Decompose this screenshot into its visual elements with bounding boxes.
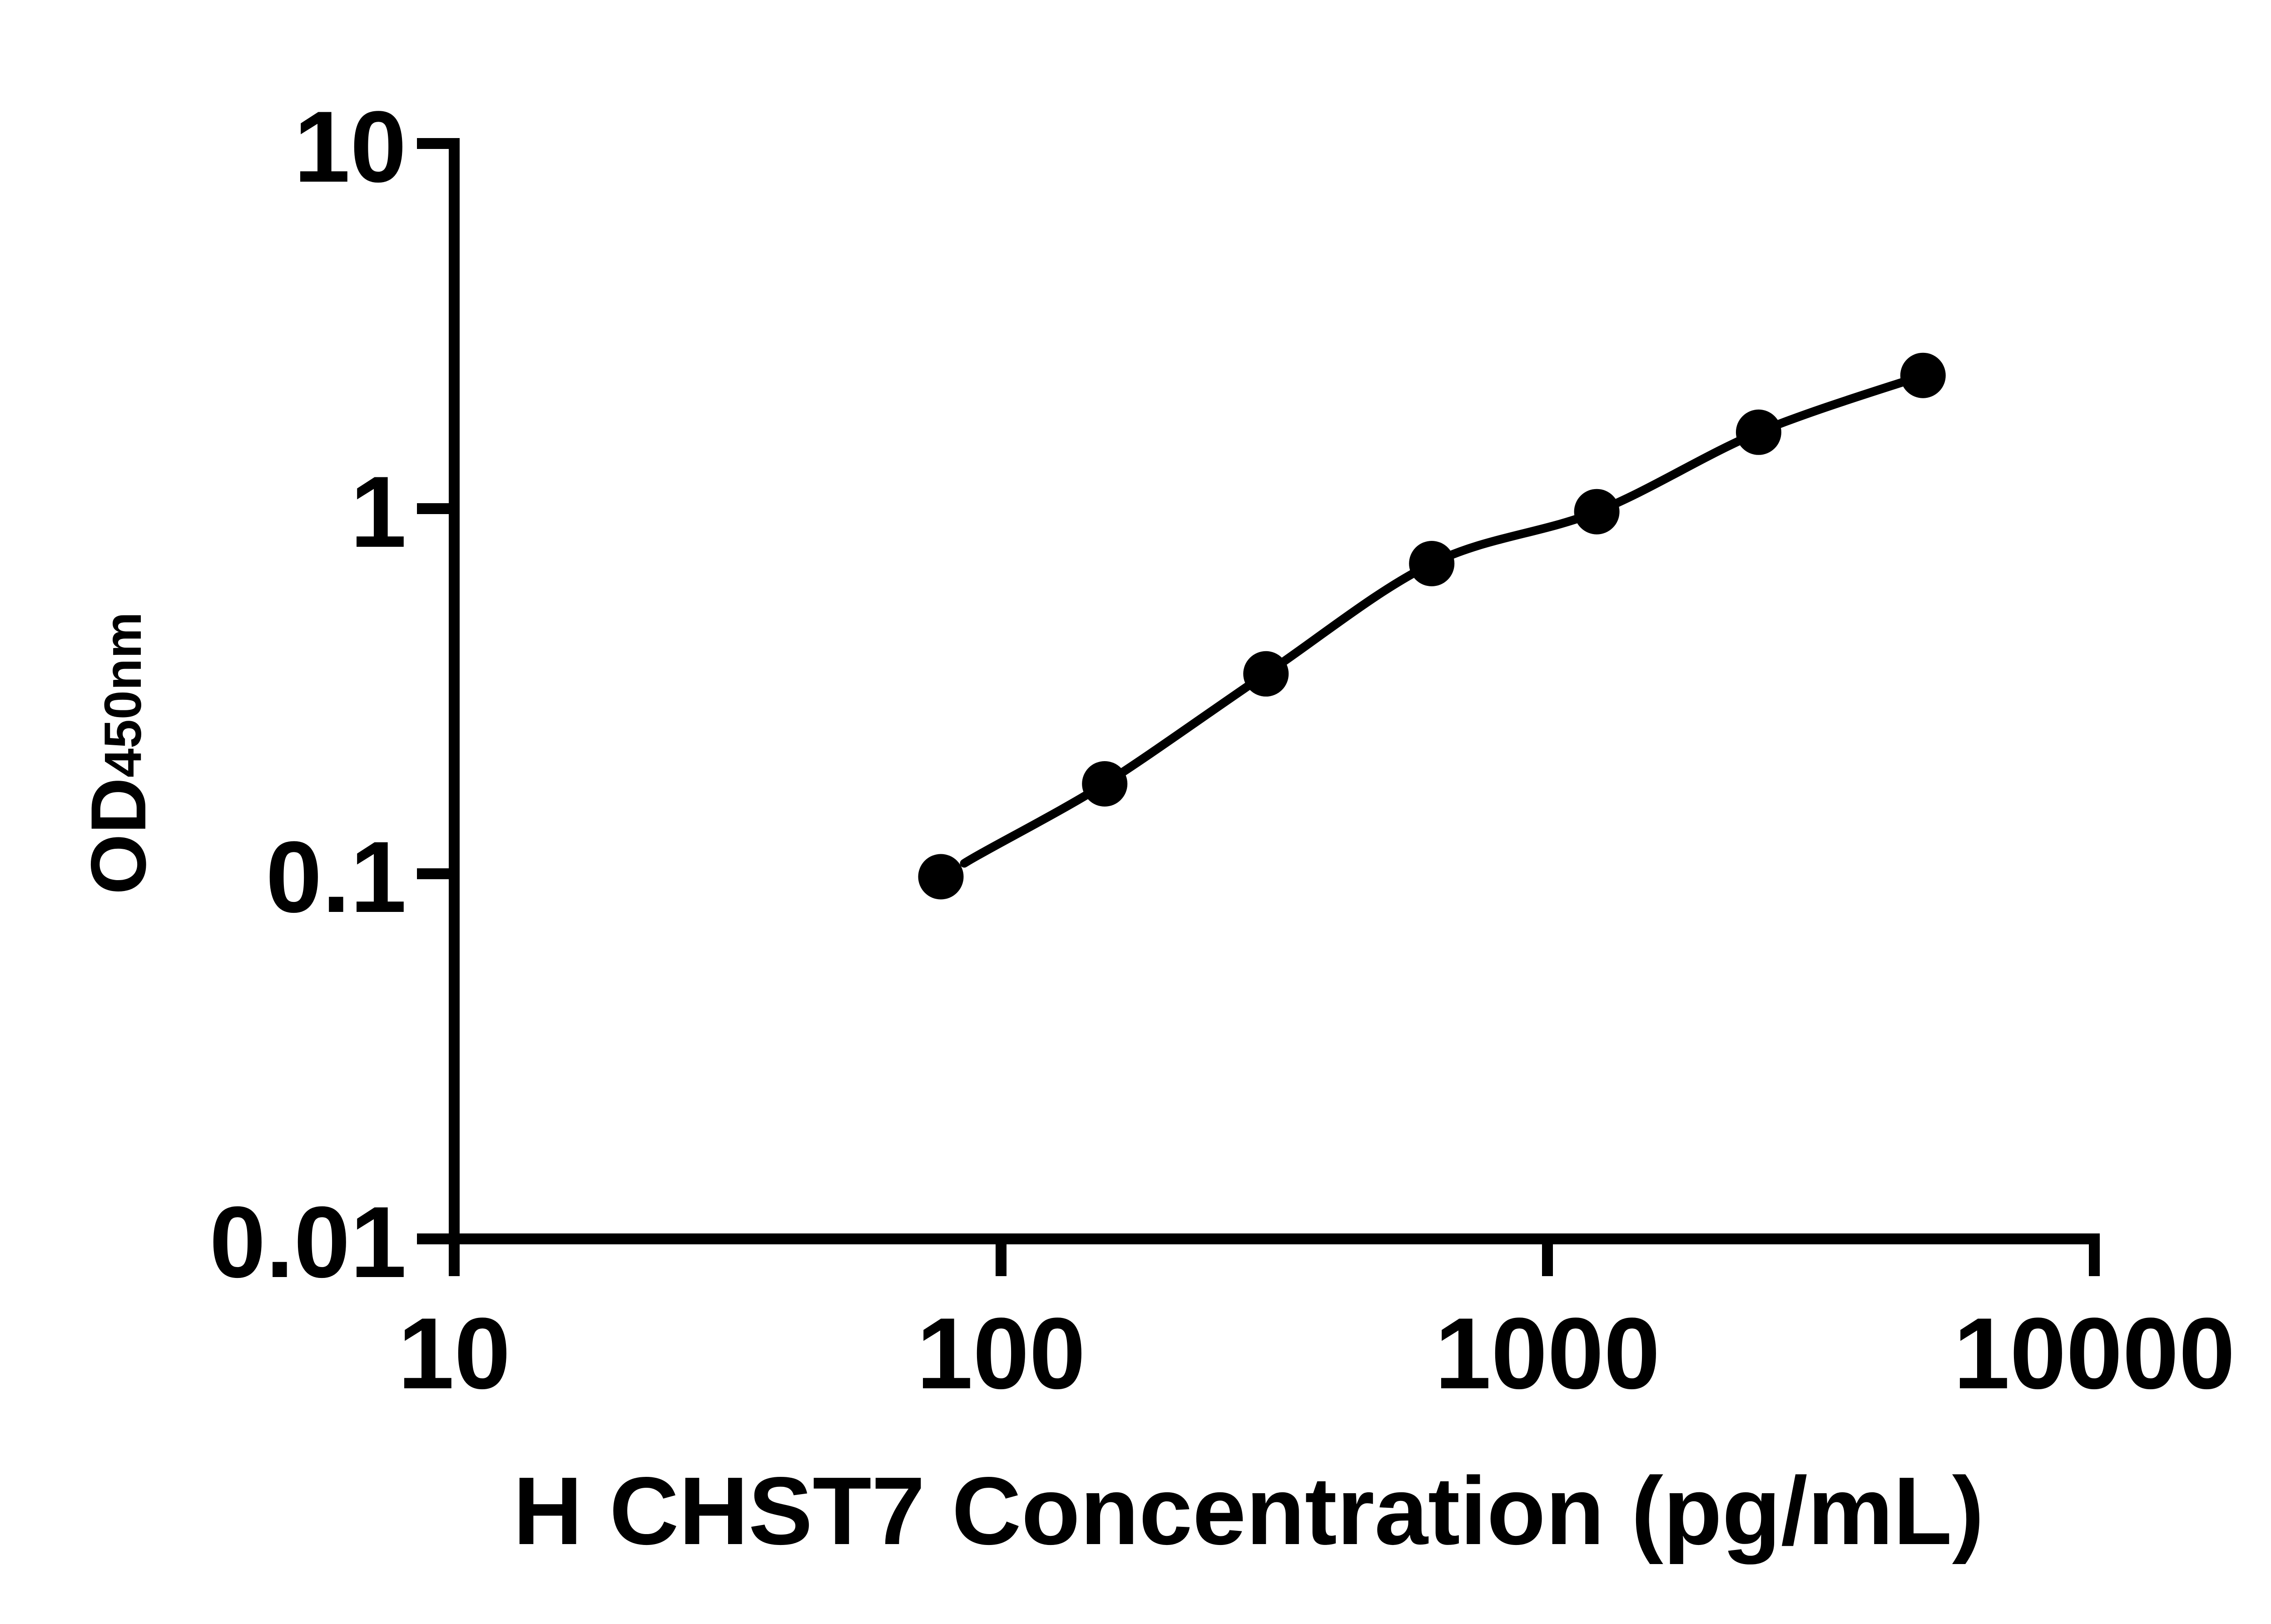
svg-text:100: 100	[917, 1297, 1086, 1410]
svg-text:OD450nm: OD450nm	[75, 612, 162, 895]
svg-text:1000: 1000	[1435, 1297, 1660, 1410]
svg-text:10000: 10000	[1954, 1297, 2235, 1410]
svg-text:0.01: 0.01	[209, 1186, 407, 1299]
svg-text:0.1: 0.1	[266, 821, 407, 934]
svg-text:1: 1	[350, 456, 407, 569]
svg-text:10: 10	[294, 90, 407, 203]
svg-text:H CHST7 Concentration (pg/mL): H CHST7 Concentration (pg/mL)	[513, 1457, 1984, 1565]
svg-text:10: 10	[398, 1297, 511, 1410]
